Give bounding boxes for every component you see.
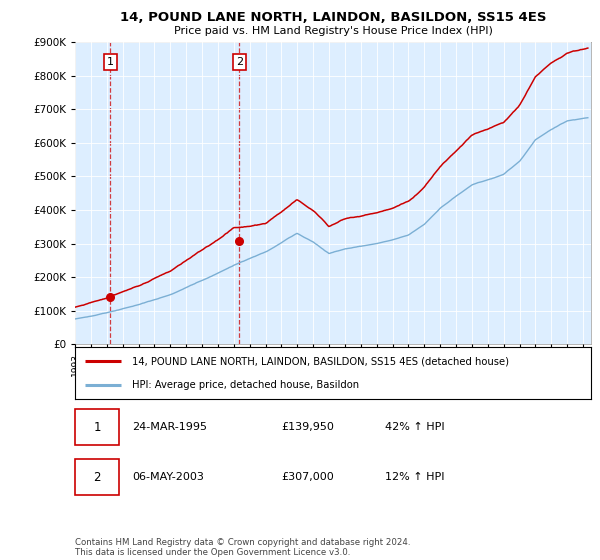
Bar [75, 42, 591, 344]
Text: HPI: Average price, detached house, Basildon: HPI: Average price, detached house, Basi… [132, 380, 359, 390]
Text: 24-MAR-1995: 24-MAR-1995 [132, 422, 207, 432]
Text: 2: 2 [93, 471, 101, 484]
FancyBboxPatch shape [75, 409, 119, 445]
Text: 42% ↑ HPI: 42% ↑ HPI [385, 422, 444, 432]
Text: 1: 1 [107, 57, 114, 67]
Bar [75, 42, 591, 344]
Text: 2: 2 [236, 57, 243, 67]
Text: 14, POUND LANE NORTH, LAINDON, BASILDON, SS15 4ES: 14, POUND LANE NORTH, LAINDON, BASILDON,… [120, 11, 546, 25]
Text: 12% ↑ HPI: 12% ↑ HPI [385, 472, 444, 482]
Text: 1: 1 [93, 421, 101, 434]
FancyBboxPatch shape [75, 459, 119, 495]
Text: £139,950: £139,950 [281, 422, 334, 432]
Text: 06-MAY-2003: 06-MAY-2003 [132, 472, 203, 482]
Text: 14, POUND LANE NORTH, LAINDON, BASILDON, SS15 4ES (detached house): 14, POUND LANE NORTH, LAINDON, BASILDON,… [132, 356, 509, 366]
Text: Contains HM Land Registry data © Crown copyright and database right 2024.
This d: Contains HM Land Registry data © Crown c… [75, 538, 410, 557]
Text: £307,000: £307,000 [281, 472, 334, 482]
Text: Price paid vs. HM Land Registry's House Price Index (HPI): Price paid vs. HM Land Registry's House … [173, 26, 493, 36]
